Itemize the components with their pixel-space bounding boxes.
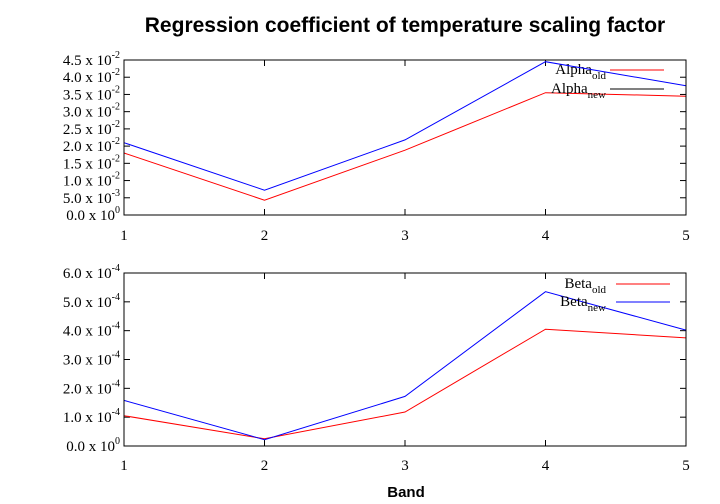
- y-tick-label: 0.0 x 100: [66, 436, 120, 455]
- legend-label: Betanew: [560, 294, 606, 314]
- y-tick-label: 1.0 x 10-2: [63, 171, 120, 190]
- x-tick-label: 2: [261, 228, 269, 244]
- chart-title: Regression coefficient of temperature sc…: [145, 14, 665, 37]
- y-tick-label: 2.0 x 10-2: [63, 136, 120, 155]
- plot-frame: [123, 272, 687, 447]
- y-tick-label: 4.0 x 10-2: [63, 67, 120, 86]
- y-tick-label: 1.0 x 10-4: [63, 407, 120, 426]
- x-axis-label: Band: [387, 484, 425, 501]
- x-tick-label: 3: [401, 228, 409, 244]
- y-tick-label: 4.5 x 10-2: [63, 50, 120, 69]
- x-tick-label: 2: [261, 458, 269, 474]
- x-tick-label: 5: [682, 228, 690, 244]
- y-tick-label: 0.0 x 100: [66, 205, 120, 224]
- y-tick-label: 1.5 x 10-2: [63, 153, 120, 172]
- legend-label: Betaold: [564, 276, 606, 296]
- x-tick-label: 3: [401, 458, 409, 474]
- series-line-alpha-new: [123, 61, 687, 191]
- y-tick-label: 3.5 x 10-2: [63, 84, 120, 103]
- plot-frame: [123, 59, 687, 216]
- legend-label: Alphanew: [551, 81, 606, 101]
- y-tick-label: 3.0 x 10-4: [63, 350, 120, 369]
- y-tick-label: 2.5 x 10-2: [63, 119, 120, 138]
- y-tick-label: 6.0 x 10-4: [63, 263, 120, 282]
- series-line-beta-new: [123, 291, 687, 441]
- x-tick-label: 1: [120, 458, 128, 474]
- y-tick-label: 3.0 x 10-2: [63, 102, 120, 121]
- x-tick-label: 5: [682, 458, 690, 474]
- y-tick-label: 4.0 x 10-4: [63, 321, 120, 340]
- plot-panel-2: 0.0 x 100 1.0 x 10-4 2.0 x 10-4 3.0 x 10-4 4…: [63, 263, 690, 474]
- x-tick-label: 1: [120, 228, 128, 244]
- y-tick-label: 5.0 x 10-4: [63, 292, 120, 311]
- x-tick-label: 4: [542, 458, 550, 474]
- y-tick-label: 2.0 x 10-4: [63, 378, 120, 397]
- x-tick-label: 4: [542, 228, 550, 244]
- y-tick-label: 5.0 x 10-3: [63, 188, 120, 207]
- series-line-alpha-old: [123, 92, 687, 201]
- series-line-beta-old: [123, 328, 687, 440]
